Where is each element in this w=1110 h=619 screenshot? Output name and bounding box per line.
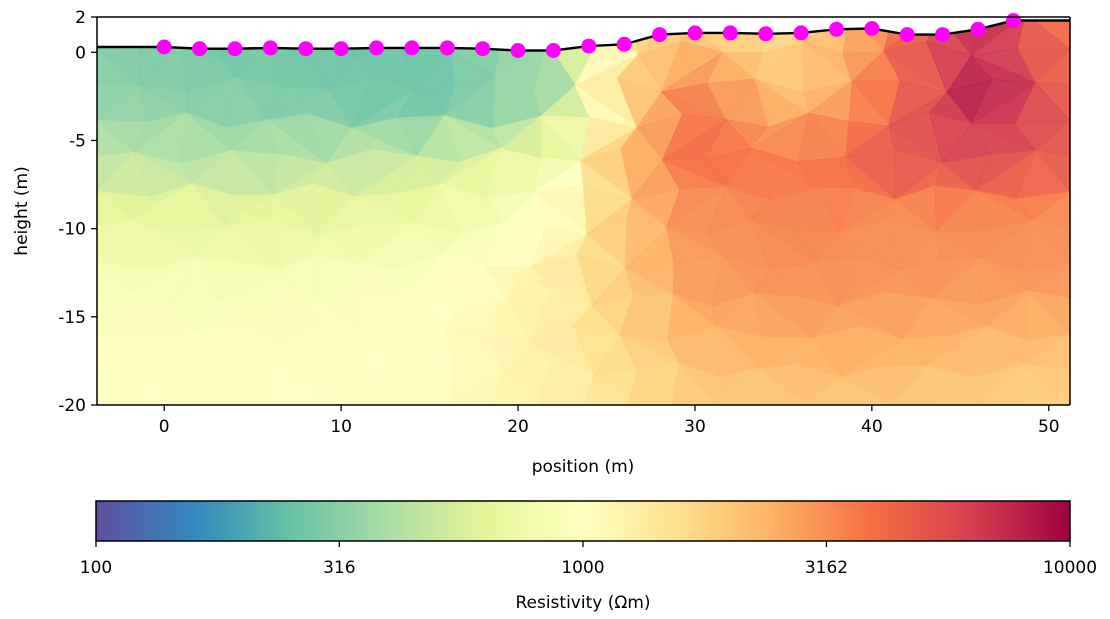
x-tick-label: 30 bbox=[684, 417, 706, 437]
colorbar-tick-label: 1000 bbox=[561, 558, 604, 578]
model-cell bbox=[758, 367, 806, 405]
electrode-marker bbox=[404, 40, 420, 56]
electrode-marker bbox=[510, 43, 526, 58]
model-cell bbox=[179, 20, 231, 46]
x-tick-label: 20 bbox=[507, 417, 529, 437]
model-cell bbox=[926, 364, 983, 405]
model-cell bbox=[309, 371, 364, 405]
model-cell bbox=[228, 20, 275, 46]
y-tick-label: -10 bbox=[58, 220, 86, 240]
x-tick-label: 0 bbox=[159, 417, 170, 437]
model-cell bbox=[135, 361, 187, 405]
model-cell bbox=[583, 374, 629, 405]
colorbar-label: Resistivity (Ωm) bbox=[515, 593, 650, 613]
y-axis-label: height (m) bbox=[12, 166, 32, 255]
model-cell bbox=[538, 20, 585, 43]
model-cell bbox=[671, 361, 717, 405]
electrode-marker bbox=[192, 41, 208, 57]
electrode-marker bbox=[722, 25, 738, 41]
electrode-marker bbox=[262, 40, 278, 56]
electrode-marker bbox=[652, 27, 668, 43]
model-cell bbox=[449, 20, 496, 50]
model-cell bbox=[218, 375, 275, 405]
x-tick-label: 10 bbox=[330, 417, 352, 437]
electrode-marker bbox=[227, 41, 243, 57]
model-cell bbox=[494, 371, 541, 405]
colorbar-gradient-bar bbox=[95, 500, 1071, 542]
electrode-marker bbox=[758, 26, 774, 42]
electrode-marker bbox=[829, 21, 844, 37]
electrode-marker bbox=[333, 41, 349, 57]
y-tick-label: -15 bbox=[58, 308, 86, 328]
colorbar-tick-label: 316 bbox=[323, 558, 355, 578]
model-cell bbox=[262, 20, 320, 46]
colorbar: 100 316 1000 3162 10000 Resistivity (Ωm) bbox=[80, 500, 1097, 613]
electrode-marker bbox=[935, 27, 951, 43]
colorbar-tick-label: 100 bbox=[80, 558, 112, 578]
electrode-marker bbox=[687, 25, 703, 41]
model-cell bbox=[405, 360, 452, 405]
y-tick-label: -5 bbox=[69, 131, 86, 151]
model-cell bbox=[97, 20, 143, 50]
model-cell bbox=[494, 20, 548, 43]
electrode-marker bbox=[439, 40, 455, 56]
x-tick-label: 40 bbox=[861, 417, 883, 437]
electrode-marker bbox=[545, 43, 561, 58]
resistivity-model-cells bbox=[97, 20, 1070, 405]
model-cell bbox=[839, 376, 894, 405]
colorbar-tick-label: 10000 bbox=[1043, 558, 1097, 578]
colorbar-ticks: 100 316 1000 3162 10000 bbox=[80, 541, 1097, 578]
electrode-marker bbox=[970, 21, 986, 37]
electrode-marker bbox=[1005, 13, 1021, 28]
electrode-marker bbox=[156, 39, 172, 55]
colorbar-tick-label: 3162 bbox=[805, 558, 848, 578]
electrode-markers bbox=[156, 13, 1021, 58]
electrode-marker bbox=[864, 21, 880, 36]
y-tick-label: 0 bbox=[75, 43, 86, 63]
electrode-marker bbox=[793, 25, 809, 41]
electrode-marker bbox=[581, 38, 597, 54]
x-axis-label: position (m) bbox=[532, 457, 635, 477]
y-tick-label: -20 bbox=[58, 396, 86, 416]
y-tick-label: 2 bbox=[75, 8, 86, 28]
electrode-marker bbox=[475, 41, 491, 57]
model-cell bbox=[1020, 363, 1070, 405]
electrode-marker bbox=[298, 41, 314, 57]
electrode-marker bbox=[369, 40, 384, 56]
electrode-marker bbox=[616, 36, 632, 52]
model-cell bbox=[97, 20, 142, 50]
electrode-marker bbox=[899, 27, 915, 43]
x-tick-label: 50 bbox=[1038, 417, 1060, 437]
